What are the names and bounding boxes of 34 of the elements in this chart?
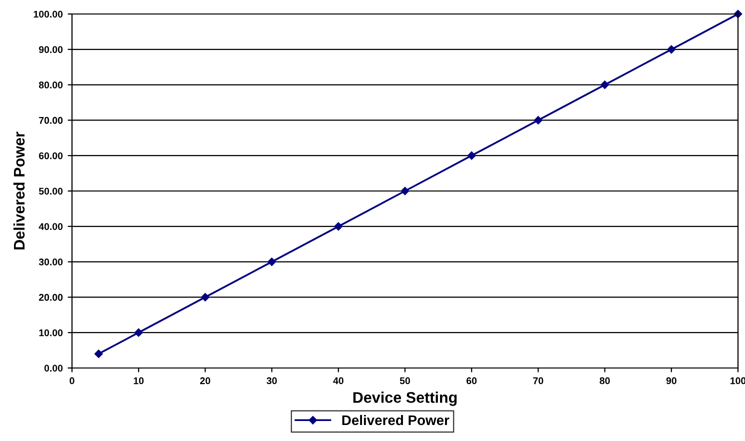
x-tick-label: 70 [533,377,544,384]
point [94,350,103,358]
point [334,222,343,231]
y-tick-label: 10.00 [39,329,63,336]
y-tick-label: 70.00 [39,116,63,124]
y-tick-label: 100.00 [34,10,63,18]
point [534,116,542,124]
x-tick-label: 20 [200,377,210,384]
point [667,45,676,54]
y-tick-label: 30.00 [38,258,63,266]
legend-label: Delivered Power [342,414,450,426]
point [134,328,143,337]
x-tick-label: 0 [70,377,74,384]
x-tick-label: 40 [333,377,344,384]
x-tick-label: 10 [134,377,144,384]
point [400,186,410,196]
x-tick-label: 50 [400,377,410,384]
y-tick-label: 90.00 [38,46,63,54]
y-tick-label: 60.00 [39,152,63,160]
point [467,151,476,160]
y-tick-label: 20.00 [38,294,63,301]
y-tick-label: 40.00 [38,223,63,230]
y-tick-label: 50.00 [38,188,63,195]
point [201,293,210,302]
y-tick-label: 80.00 [38,82,63,88]
y-tick-label: 0.00 [44,364,63,372]
x-tick-label: 80 [600,377,610,384]
y-axis-title: Delivered Power [13,132,25,250]
x-axis-title: Device Setting [353,392,457,406]
x-tick-label: 30 [266,377,277,384]
x-tick-label: 90 [666,377,676,384]
point [268,258,276,266]
point [600,80,609,89]
x-tick-label: 60 [466,377,477,384]
